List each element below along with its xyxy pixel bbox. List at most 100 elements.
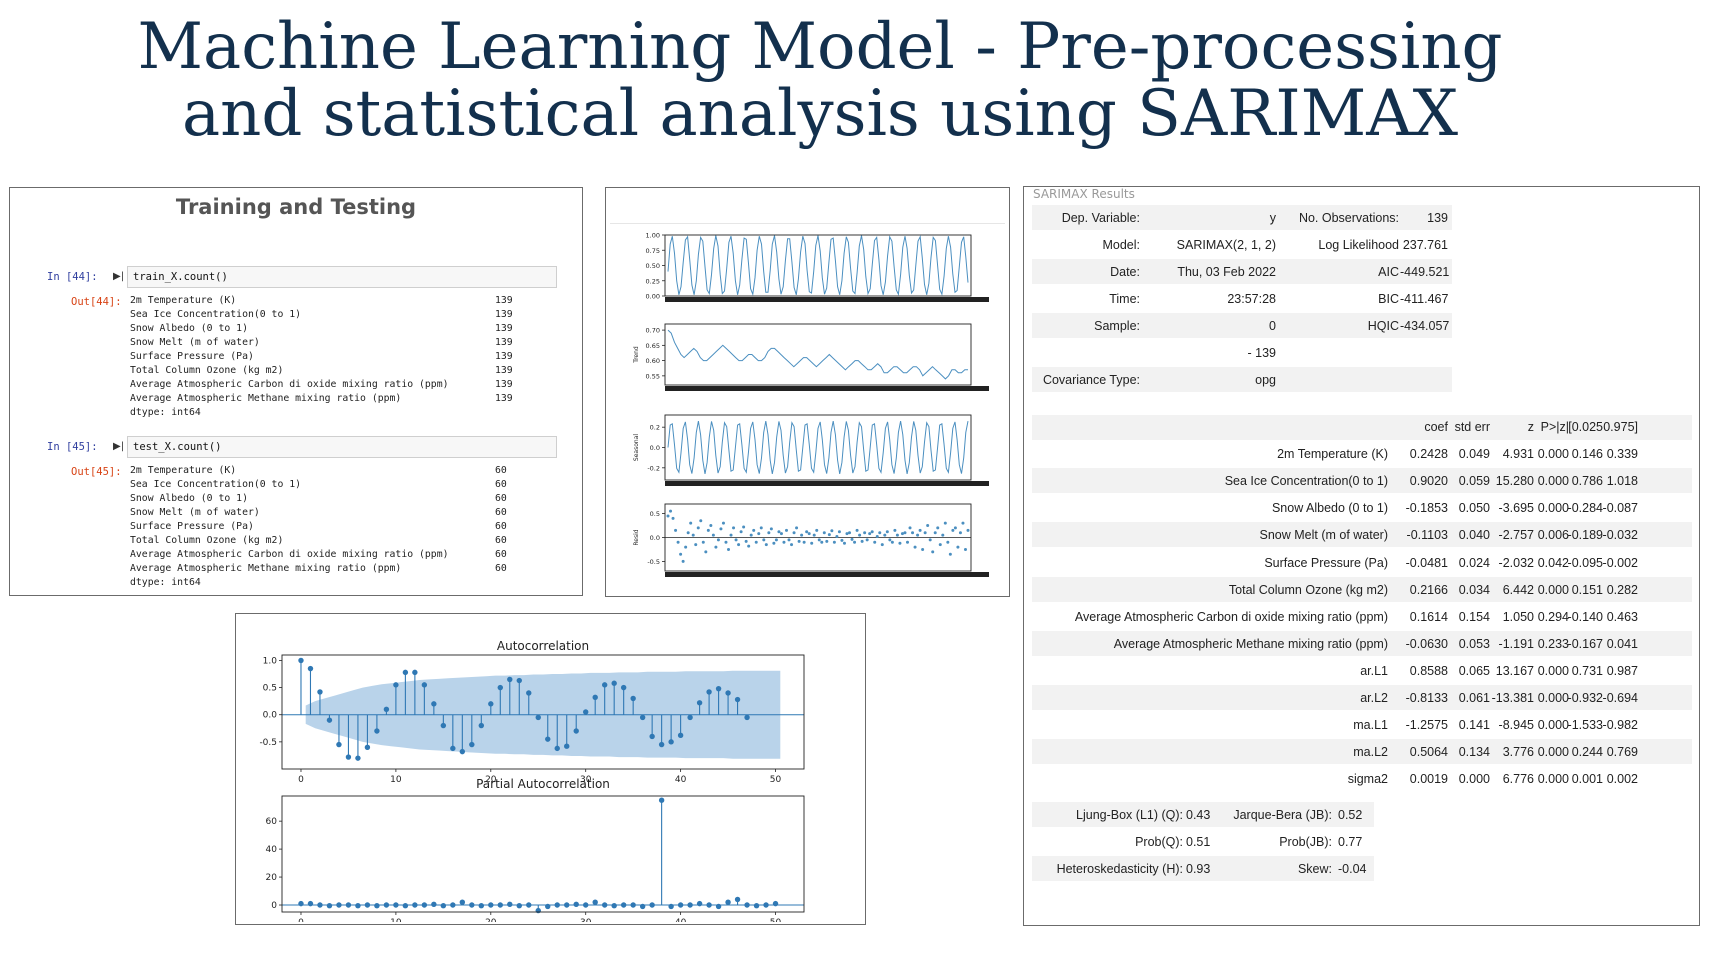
header-label: Dep. Variable:	[1061, 211, 1140, 225]
residual-point	[749, 533, 753, 537]
coef-cell: 0.141	[1458, 718, 1490, 733]
x-tick-label: 30	[580, 775, 592, 785]
diagnostic-label: Heteroskedasticity (H):	[1056, 862, 1183, 876]
cell-44-code-input[interactable]: train_X.count()	[127, 266, 557, 288]
header-value: 237.761	[1402, 238, 1448, 252]
coef-cell: 0.786	[1571, 474, 1603, 489]
lag-marker	[535, 907, 541, 914]
lag-marker	[345, 902, 352, 908]
lag-marker	[744, 902, 750, 908]
coef-cell: -0.932	[1567, 691, 1603, 705]
y-tick-label: 0.0	[263, 711, 278, 721]
lag-marker	[545, 736, 551, 742]
axes-frame	[281, 654, 805, 770]
lag-marker	[725, 690, 731, 696]
coef-cell: 0.040	[1458, 528, 1490, 543]
table-row-stripe	[1032, 468, 1692, 494]
residual-point	[800, 533, 804, 537]
lag-marker	[611, 903, 617, 909]
lag-marker	[469, 902, 475, 908]
coef-cell: -0.982	[1602, 718, 1638, 733]
coef-cell: -2.032	[1498, 555, 1534, 570]
lag-marker	[402, 669, 409, 676]
series-line	[667, 235, 969, 297]
residual-point	[880, 543, 884, 547]
lag-marker	[535, 714, 541, 721]
column-header: 0.975]	[1603, 420, 1638, 434]
lag-marker	[639, 903, 646, 910]
header-value: -434.057	[1400, 319, 1450, 333]
residual-point	[739, 530, 743, 534]
residual-point	[795, 526, 799, 530]
column-header: [0.025	[1568, 420, 1603, 434]
coef-cell: 0.000	[1537, 663, 1569, 678]
coef-cell: 0.000	[1537, 718, 1569, 733]
coef-cell: 0.244	[1571, 745, 1603, 760]
lag-marker	[383, 902, 390, 908]
lag-marker	[459, 748, 466, 755]
header-value: -411.467	[1400, 292, 1449, 306]
residual-point	[689, 521, 693, 525]
acf-pacf-chart: Autocorrelation 0 10 20 30 40 50 1.0 0.5 0.0 -0.5 P…	[259, 639, 805, 922]
lag-marker	[298, 900, 304, 907]
coef-row-label: Snow Albedo (0 to 1)	[1271, 501, 1388, 516]
diagnostic-label: Prob(Q):	[1135, 835, 1183, 849]
coef-row-label: Sea Ice Concentration(0 to 1)	[1224, 474, 1388, 489]
output-row: 2m Temperature (K) 60	[130, 465, 507, 476]
x-tick-label: 10	[390, 775, 402, 785]
table-row-stripe	[1032, 313, 1452, 338]
lag-marker	[630, 902, 636, 908]
lag-marker	[516, 677, 522, 684]
header-label: BIC	[1378, 292, 1399, 306]
y-tick-label: 0.55	[646, 372, 660, 380]
coef-cell: 0.000	[1537, 501, 1569, 516]
coef-cell: 4.931	[1502, 447, 1534, 462]
residual-point	[691, 533, 695, 537]
residual-point	[827, 533, 831, 537]
coef-cell: 3.776	[1502, 745, 1534, 760]
lag-marker	[677, 902, 684, 908]
residual-point	[779, 532, 783, 536]
coef-cell: 0.2166	[1409, 582, 1448, 597]
residual-point	[744, 539, 748, 543]
coef-cell: -0.284	[1567, 501, 1603, 516]
coef-cell: -0.095	[1567, 555, 1603, 570]
residual-point	[888, 538, 892, 542]
y-tick-label: 0.00	[646, 293, 660, 301]
residual-point	[837, 530, 841, 534]
lag-marker	[639, 714, 646, 721]
residual-point	[853, 540, 857, 544]
x-tick-labels	[665, 386, 989, 391]
table-row-stripe	[1032, 576, 1692, 602]
coef-cell: -0.087	[1602, 501, 1638, 516]
header-value: Thu, 03 Feb 2022	[1177, 265, 1276, 279]
decomposition-panel: 1.00 0.75 0.50 0.25 0.00 0.70 0.65 0.60 0.55 Tren…	[605, 187, 1010, 597]
cell-45-code-input[interactable]: test_X.count()	[127, 436, 557, 458]
coef-cell: -0.140	[1567, 609, 1603, 624]
coef-cell: 0.000	[1537, 474, 1569, 489]
lag-marker	[336, 741, 342, 748]
x-tick-label: 10	[390, 918, 402, 922]
y-tick-label: 0.65	[646, 342, 660, 350]
residual-point	[893, 528, 897, 532]
lag-marker	[753, 903, 760, 909]
lag-marker	[772, 900, 779, 907]
diagnostic-label: Ljung-Box (L1) (Q):	[1076, 808, 1183, 822]
lag-marker	[573, 901, 579, 908]
residual-point	[865, 538, 869, 542]
coef-row-label: Average Atmospheric Methane mixing ratio…	[1113, 636, 1388, 651]
series-line	[667, 329, 968, 380]
residual-point	[686, 531, 690, 535]
residual-point	[845, 532, 849, 536]
lag-marker	[601, 902, 608, 908]
header-label: Date:	[1110, 265, 1140, 279]
run-cell-icon[interactable]: ▶|	[113, 441, 125, 452]
coef-cell: -0.694	[1602, 691, 1638, 705]
run-cell-icon[interactable]: ▶|	[113, 271, 125, 282]
residual-point	[732, 526, 736, 530]
coef-row-label: sigma2	[1347, 772, 1388, 787]
lag-marker	[317, 902, 323, 908]
lag-marker	[488, 701, 494, 707]
coef-cell: 15.280	[1495, 474, 1534, 489]
coef-row-label: ar.L2	[1360, 691, 1388, 705]
